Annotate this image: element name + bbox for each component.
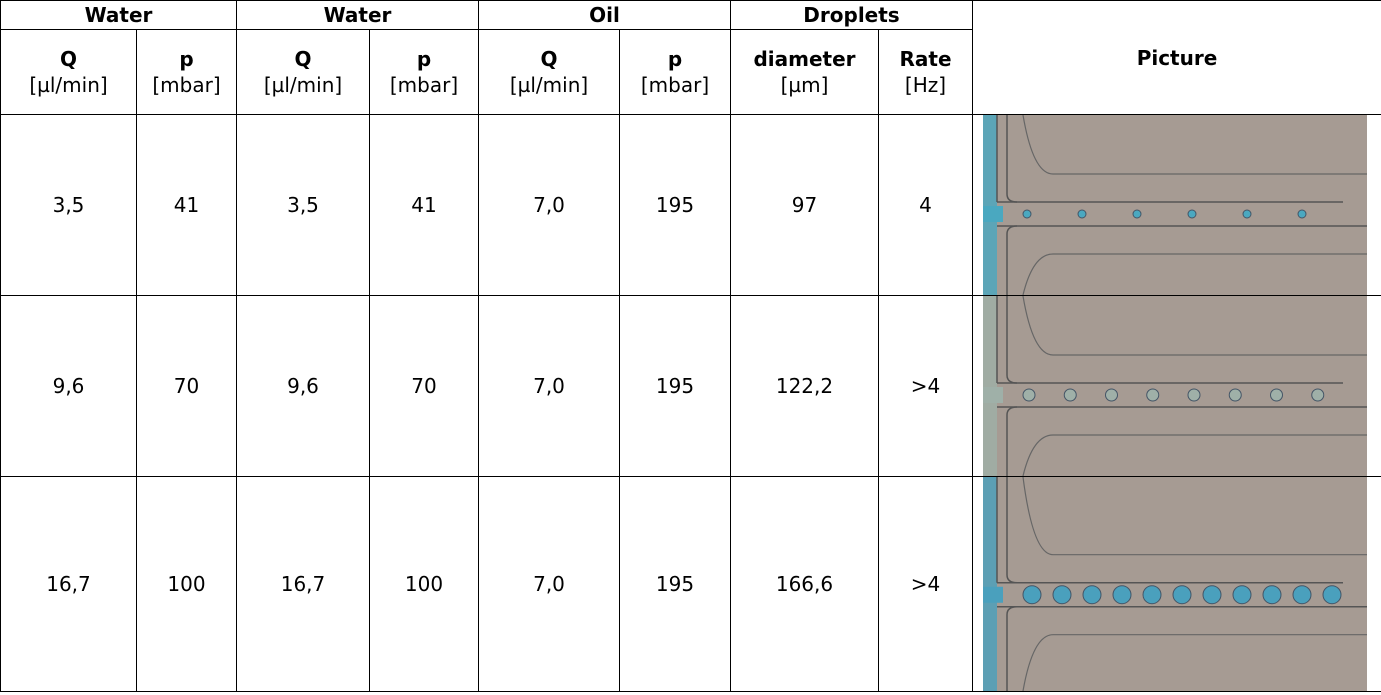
sub-header: p[mbar]	[370, 30, 479, 115]
page: WaterWaterOilDropletsPictureQ[µl/min]p[m…	[0, 0, 1381, 695]
table-body: WaterWaterOilDropletsPictureQ[µl/min]p[m…	[1, 1, 1381, 692]
results-table: WaterWaterOilDropletsPictureQ[µl/min]p[m…	[0, 0, 1381, 692]
cell: 100	[370, 477, 479, 692]
picture-cell	[973, 296, 1381, 477]
sub-header-symbol: Q	[1, 46, 136, 72]
group-header: Water	[237, 1, 479, 30]
cell: 70	[137, 296, 237, 477]
cell: 16,7	[237, 477, 370, 692]
picture-cell	[973, 115, 1381, 296]
sub-header-symbol: diameter	[731, 46, 878, 72]
sub-header-unit: [Hz]	[879, 72, 972, 98]
sub-header: Q[µl/min]	[479, 30, 620, 115]
cell: 9,6	[237, 296, 370, 477]
cell: 122,2	[731, 296, 879, 477]
cell: 100	[137, 477, 237, 692]
cell: 7,0	[479, 477, 620, 692]
cell: 4	[879, 115, 973, 296]
cell: 3,5	[237, 115, 370, 296]
sub-header-unit: [µm]	[731, 72, 878, 98]
sub-header-symbol: Q	[237, 46, 369, 72]
cell: 7,0	[479, 115, 620, 296]
sub-header-unit: [mbar]	[370, 72, 478, 98]
sub-header-symbol: p	[137, 46, 236, 72]
sub-header: diameter[µm]	[731, 30, 879, 115]
sub-header: Rate[Hz]	[879, 30, 973, 115]
group-header: Water	[1, 1, 237, 30]
cell: 7,0	[479, 296, 620, 477]
cell: 97	[731, 115, 879, 296]
cell: 41	[370, 115, 479, 296]
droplet-photo	[973, 115, 1381, 295]
sub-header: Q[µl/min]	[237, 30, 370, 115]
sub-header-unit: [µl/min]	[237, 72, 369, 98]
sub-header: p[mbar]	[137, 30, 237, 115]
cell: 195	[620, 477, 731, 692]
sub-header-symbol: Rate	[879, 46, 972, 72]
sub-header-unit: [µl/min]	[479, 72, 619, 98]
droplet-photo	[973, 477, 1381, 691]
sub-header: Q[µl/min]	[1, 30, 137, 115]
sub-header-symbol: Q	[479, 46, 619, 72]
cell: 9,6	[1, 296, 137, 477]
sub-header-unit: [mbar]	[137, 72, 236, 98]
group-header: Picture	[973, 1, 1381, 115]
picture-cell	[973, 477, 1381, 692]
sub-header-unit: [µl/min]	[1, 72, 136, 98]
cell: >4	[879, 477, 973, 692]
sub-header-symbol: p	[620, 46, 730, 72]
cell: 195	[620, 296, 731, 477]
cell: 166,6	[731, 477, 879, 692]
cell: 16,7	[1, 477, 137, 692]
cell: 3,5	[1, 115, 137, 296]
cell: 195	[620, 115, 731, 296]
cell: 70	[370, 296, 479, 477]
droplet-photo	[973, 296, 1381, 476]
sub-header-symbol: p	[370, 46, 478, 72]
cell: >4	[879, 296, 973, 477]
cell: 41	[137, 115, 237, 296]
group-header: Droplets	[731, 1, 973, 30]
sub-header-unit: [mbar]	[620, 72, 730, 98]
sub-header: p[mbar]	[620, 30, 731, 115]
group-header: Oil	[479, 1, 731, 30]
